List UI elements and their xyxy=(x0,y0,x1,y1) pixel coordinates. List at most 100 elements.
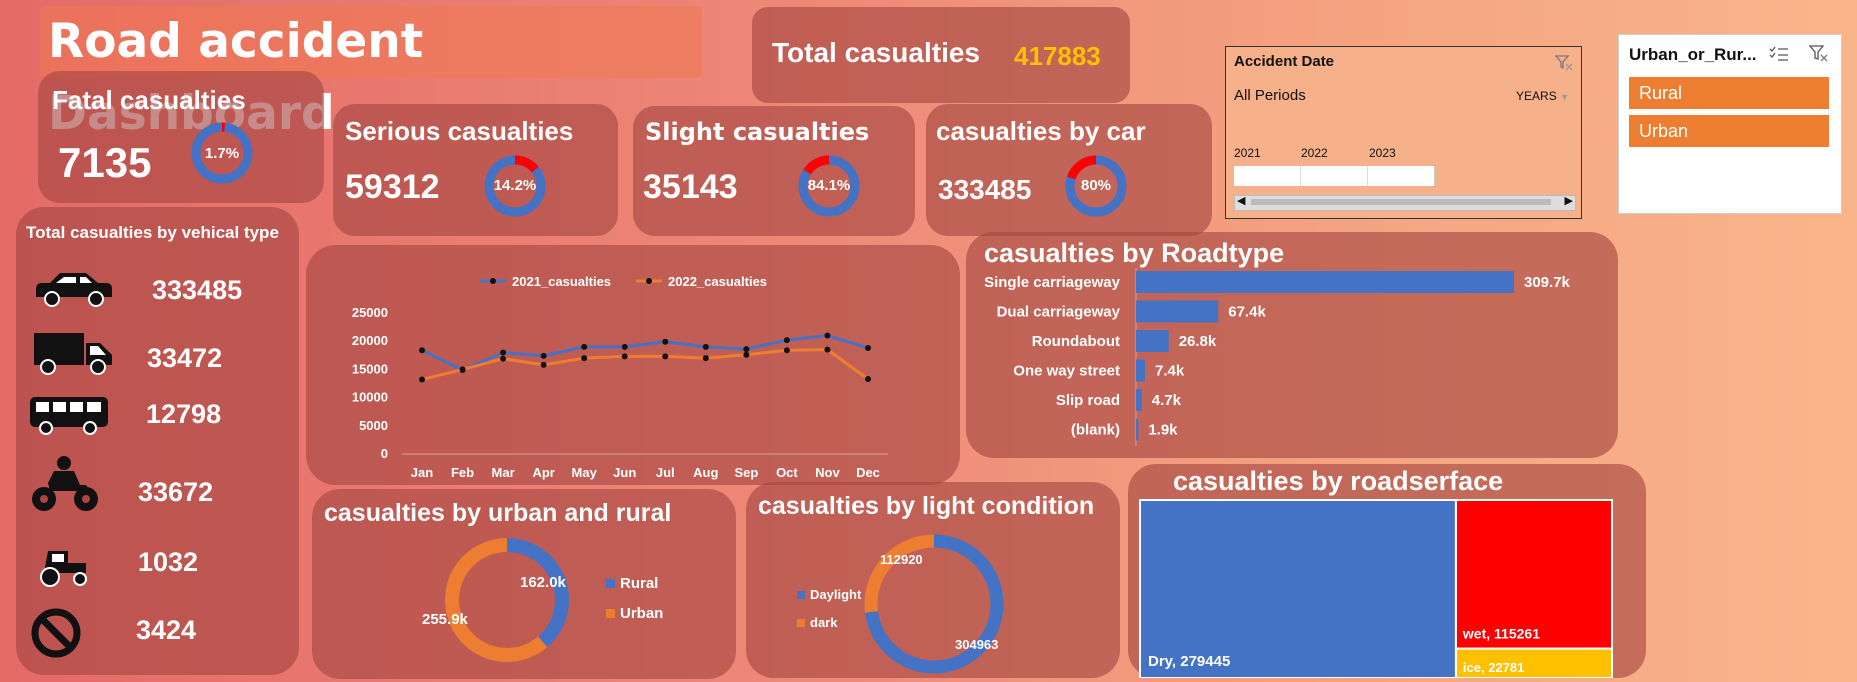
car-casualties-value: 333485 xyxy=(938,174,1032,205)
data-point xyxy=(459,366,466,373)
data-point xyxy=(621,353,628,360)
data-point xyxy=(743,346,750,353)
rural-slice xyxy=(506,538,569,648)
fatal-casualties-label: Fatal casualties xyxy=(52,85,246,115)
ice-tile xyxy=(1454,647,1613,678)
timeline-segment-2022[interactable] xyxy=(1301,166,1368,186)
bar-value-label: 67.4k xyxy=(1228,304,1266,321)
x-tick-label: Apr xyxy=(532,465,554,480)
slight-casualties-value: 35143 xyxy=(643,168,738,206)
slight-donut-slice xyxy=(803,155,830,175)
ice-label: ice, 22781 xyxy=(1463,660,1524,675)
total-casualties-value: 417883 xyxy=(1014,41,1101,71)
roadtype-card: casualties by Roadtype Single carriagewa… xyxy=(966,232,1618,458)
multi-select-icon[interactable] xyxy=(1769,45,1789,63)
fatal-pct: 1.7% xyxy=(204,145,240,162)
year-2023: 2023 xyxy=(1369,146,1396,160)
vehicle-type-title: Total casualties by vehical type xyxy=(26,223,279,242)
timeline-scrollbar[interactable]: ◀ ▶ xyxy=(1234,195,1576,211)
bar xyxy=(1136,330,1169,352)
option-rural[interactable]: Rural xyxy=(1629,77,1829,109)
tractor-value: 1032 xyxy=(138,547,199,577)
series-line-2021_casualties xyxy=(421,334,869,372)
car-casualties-label: casualties by car xyxy=(936,116,1146,146)
dry-tile xyxy=(1139,499,1457,678)
urban-rural-slicer-label: Urban_or_Rur... xyxy=(1629,45,1757,64)
x-tick-label: Jan xyxy=(411,465,433,480)
urban-rural-donut: 162.0k 255.9k Rural Urban xyxy=(422,538,663,662)
data-point xyxy=(824,346,831,353)
bar-value-label: 4.7k xyxy=(1152,392,1182,409)
daylight-slice xyxy=(865,534,1004,674)
data-point xyxy=(500,349,507,356)
light-condition-donut: 304963 112920 Daylight dark xyxy=(797,534,1004,674)
clear-filter-icon[interactable] xyxy=(1555,55,1573,71)
vehicle-row-bus: 12798 xyxy=(16,389,316,449)
timeline-segment-2021[interactable] xyxy=(1234,166,1301,186)
bar xyxy=(1136,359,1146,382)
bar-value-label: 26.8k xyxy=(1179,333,1217,350)
y-tick-label: 0 xyxy=(381,446,388,461)
serious-donut-slice xyxy=(514,155,539,173)
data-point xyxy=(419,347,425,354)
bar-value-label: 1.9k xyxy=(1148,422,1178,439)
legend-marker xyxy=(490,278,496,284)
bus-value: 12798 xyxy=(146,399,222,429)
road-surface-card: casualties by roadserface Dry, 279445 wet… xyxy=(1128,464,1646,678)
timeline-bar[interactable] xyxy=(1234,166,1435,186)
category-label: Dual carriageway xyxy=(997,304,1121,321)
fatal-donut xyxy=(191,122,253,184)
data-point xyxy=(865,344,871,351)
vehicle-type-card: Total casualties by vehical type 333485 … xyxy=(16,207,299,675)
urban-slice xyxy=(445,538,548,662)
x-tick-label: Mar xyxy=(492,465,515,480)
total-casualties-card: Total casualties 417883 xyxy=(752,7,1130,103)
slight-casualties-card: Slight casualties 35143 84.1% xyxy=(633,106,915,236)
tractor-icon xyxy=(40,551,87,587)
total-casualties-label: Total casualties xyxy=(772,37,981,68)
data-point xyxy=(581,355,588,362)
light-condition-title: casualties by light condition xyxy=(758,492,1095,520)
clear-filter-icon[interactable] xyxy=(1809,45,1829,63)
year-2022: 2022 xyxy=(1301,146,1328,160)
time-level-dropdown[interactable]: YEARS ▼ xyxy=(1516,89,1569,103)
x-tick-label: Oct xyxy=(776,465,798,480)
other-value: 3424 xyxy=(136,615,197,645)
y-tick-label: 10000 xyxy=(352,390,388,405)
legend-marker xyxy=(646,278,652,284)
urban-rural-slicer[interactable]: Urban_or_Rur... Rural Urban xyxy=(1618,34,1842,214)
slight-casualties-label: Slight casualties xyxy=(645,118,870,146)
urban-data-label: 255.9k xyxy=(422,611,469,628)
timeline-segment-2023[interactable] xyxy=(1368,166,1434,186)
data-point xyxy=(621,343,628,350)
scroll-thumb[interactable] xyxy=(1251,199,1551,205)
serious-donut xyxy=(484,155,546,217)
serious-casualties-label: Serious casualties xyxy=(345,116,574,146)
bar xyxy=(1136,418,1139,441)
vehicle-row-other: 3424 xyxy=(16,605,316,665)
data-point xyxy=(702,343,709,350)
daylight-data-label: 304963 xyxy=(955,637,998,652)
bar-value-label: 7.4k xyxy=(1155,363,1185,380)
accident-date-slicer[interactable]: Accident Date All Periods YEARS ▼ 2021 2… xyxy=(1225,46,1582,219)
legend-label: 2022_casualties xyxy=(668,274,767,289)
bar xyxy=(1136,300,1219,323)
data-point xyxy=(540,361,547,368)
data-point xyxy=(581,343,588,350)
legend-label: dark xyxy=(810,615,838,630)
data-point xyxy=(419,376,425,383)
scroll-right-icon[interactable]: ▶ xyxy=(1564,195,1573,207)
y-tick-label: 20000 xyxy=(352,333,388,348)
data-point xyxy=(865,375,871,382)
vehicle-row-tractor: 1032 xyxy=(16,539,316,599)
x-tick-label: Sep xyxy=(734,465,758,480)
category-label: (blank) xyxy=(1071,422,1120,439)
scroll-left-icon[interactable]: ◀ xyxy=(1237,195,1246,207)
data-point xyxy=(500,355,507,362)
serious-casualties-card: Serious casualties 59312 14.2% xyxy=(333,104,618,236)
option-urban[interactable]: Urban xyxy=(1629,115,1829,147)
y-tick-label: 15000 xyxy=(352,361,388,376)
legend-swatch xyxy=(606,609,615,618)
accident-date-label: Accident Date xyxy=(1234,53,1335,70)
car-donut xyxy=(1065,155,1127,217)
